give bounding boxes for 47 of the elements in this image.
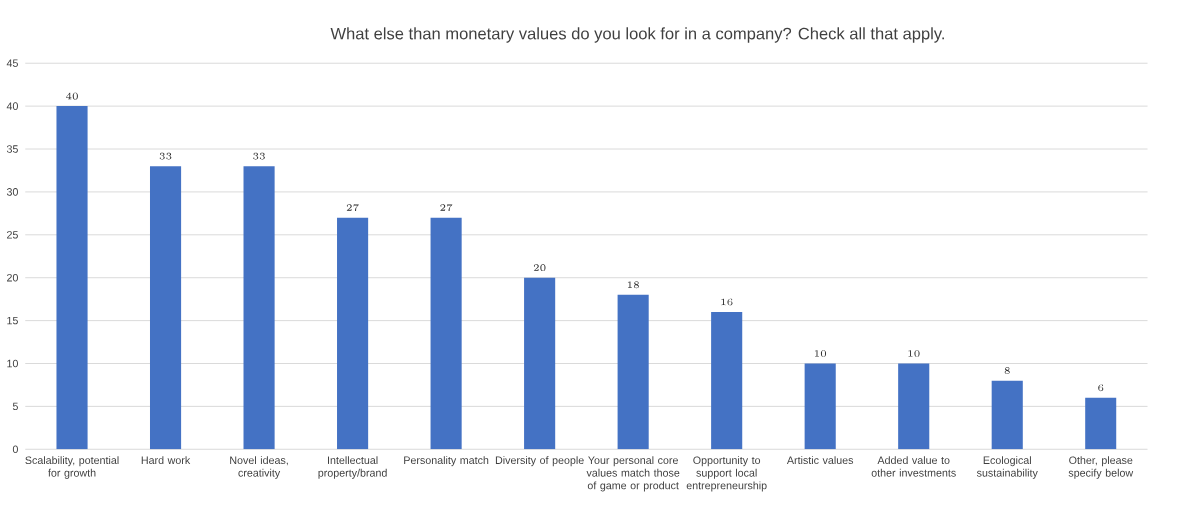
y-tick-label: 30 [6, 188, 18, 196]
data-label: 8 [1004, 367, 1010, 374]
y-tick-label: 25 [7, 230, 18, 239]
data-label: 27 [440, 204, 453, 211]
bar [243, 166, 275, 450]
bar [617, 294, 649, 450]
data-label: 33 [253, 152, 265, 160]
data-label: 16 [721, 298, 733, 306]
bar [804, 363, 836, 450]
bar [149, 166, 182, 450]
y-tick-label: 15 [7, 316, 18, 325]
y-tick-label: 35 [6, 145, 18, 153]
data-label: 40 [66, 92, 78, 100]
data-label: 10 [908, 350, 920, 357]
x-tick-label: Scalability, potential for growth [25, 456, 119, 479]
x-tick-label: Ecological sustainability [976, 456, 1038, 479]
data-label: 20 [533, 264, 546, 271]
x-tick-label: Intellectual property/brand [318, 456, 387, 479]
bar [711, 311, 743, 450]
x-tick-label: Artistic values [786, 456, 854, 464]
data-label: 6 [1098, 384, 1104, 392]
bar [56, 106, 88, 450]
x-tick-label: Diversity of people [495, 456, 584, 467]
bar [991, 380, 1023, 450]
bar [1085, 397, 1117, 450]
x-tick-label: Other, please specify below [1068, 456, 1134, 479]
x-tick-label: Novel ideas, creativity [230, 456, 288, 479]
x-tick-label: Your personal core values match those of game or product [586, 456, 680, 492]
bar [898, 363, 930, 450]
bar [524, 277, 556, 450]
x-tick-label: Hard work [141, 456, 191, 464]
chart-title: What else than monetary values do you look for in a company? Check all that apply. [330, 27, 944, 43]
y-tick-label: 0 [12, 445, 18, 453]
data-label: 10 [814, 350, 827, 357]
y-tick-label: 5 [12, 402, 18, 411]
y-tick-label: 10 [7, 359, 18, 368]
bar [430, 217, 462, 450]
data-label: 18 [627, 281, 639, 289]
data-label: 33 [159, 152, 172, 160]
x-tick-label: Opportunity to support local entrepreneurship [686, 456, 767, 492]
y-tick-label: 45 [6, 59, 18, 67]
y-tick-label: 40 [6, 102, 18, 110]
x-tick-label: Personality match [404, 456, 489, 467]
y-tick-label: 20 [7, 273, 18, 282]
bar [337, 217, 369, 450]
data-label: 27 [346, 204, 359, 211]
x-tick-label: Added value to other investments [871, 456, 956, 477]
